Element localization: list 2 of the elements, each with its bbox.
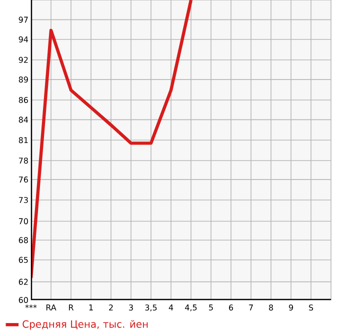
legend-label: Средняя Цена, тыс. йен bbox=[22, 320, 148, 330]
line-series bbox=[31, 0, 193, 280]
